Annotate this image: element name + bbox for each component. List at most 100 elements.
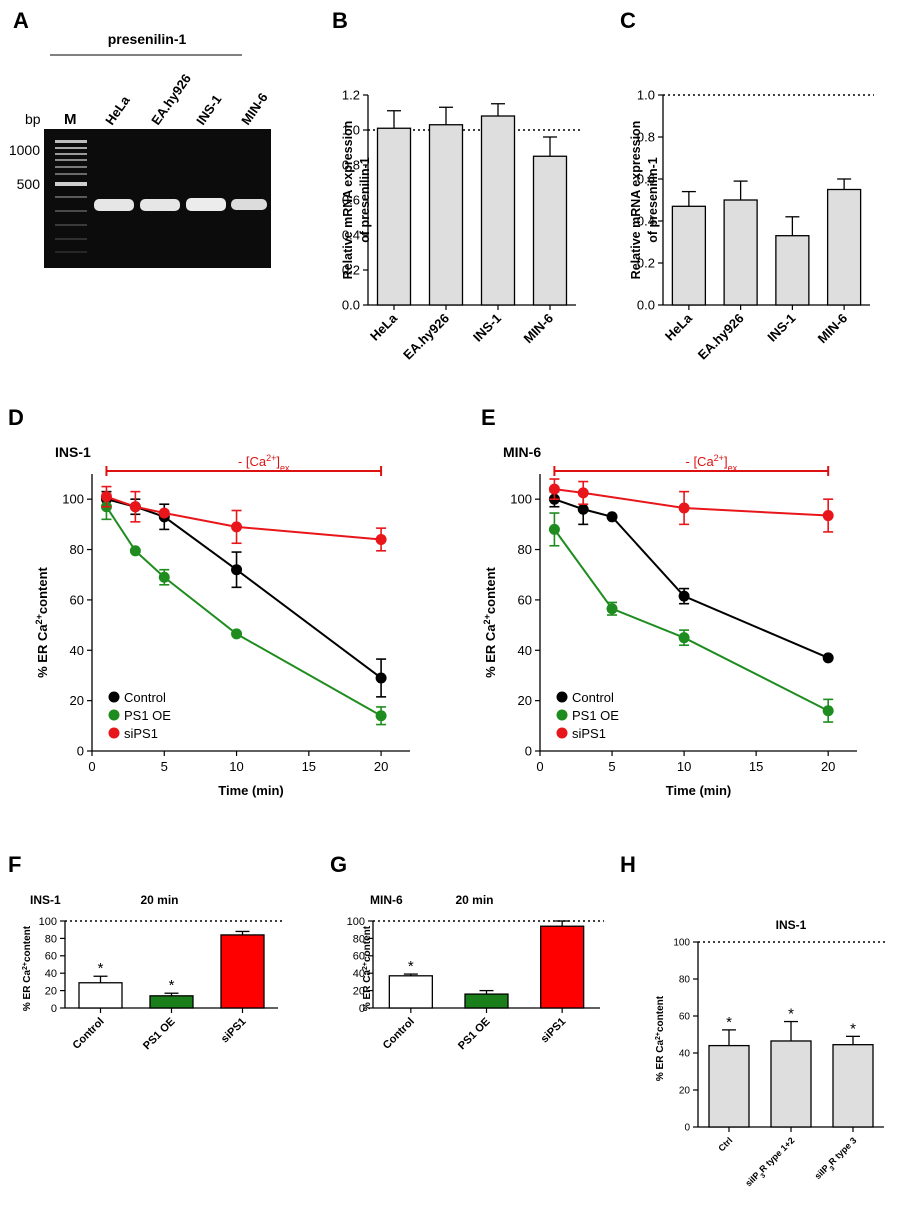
- y-tick-label: 0.6: [342, 193, 360, 208]
- y-tick-label: 100: [510, 492, 532, 507]
- series-line: [554, 488, 829, 517]
- y-axis-label: % ER Ca2+content: [362, 925, 374, 1011]
- legend-label: PS1 OE: [124, 708, 171, 723]
- panel-label-c: C: [620, 8, 636, 33]
- y-tick-label: 0: [684, 1123, 690, 1134]
- chart-title: MIN-6: [370, 893, 403, 907]
- bar: [832, 1044, 874, 1128]
- y-tick-label: 100: [673, 938, 690, 949]
- gel-lane-label: HeLa: [102, 92, 133, 127]
- x-tick-label: 15: [302, 759, 316, 774]
- x-tick-label: 5: [608, 759, 615, 774]
- data-point: [548, 483, 560, 495]
- data-point: [822, 652, 834, 664]
- bar: [464, 993, 509, 1009]
- y-tick-label: 0: [525, 744, 532, 759]
- data-point: [231, 564, 243, 576]
- bar: [540, 925, 585, 1009]
- gel-ladder: [55, 140, 87, 253]
- y-axis-label: % ER Ca2+content: [482, 566, 498, 677]
- y-tick-label: 80: [679, 975, 691, 986]
- y-tick-label: 100: [39, 916, 57, 928]
- bar: [775, 235, 810, 306]
- data-point: [548, 523, 560, 535]
- category-label: EA.hy926: [400, 311, 452, 363]
- chart-h: 0 20 40 60 80 100 * Ctrl * siIP3R type 1+2 * siIP3R…: [655, 918, 888, 1188]
- data-point: [375, 672, 387, 684]
- chart-d: 0 20 40 60 80 100 0 5 10 15 20 Time (min) % ER Ca2+c…: [34, 444, 410, 798]
- y-tick-label: 60: [679, 1012, 691, 1023]
- data-point: [678, 590, 690, 602]
- category-label: Control: [70, 1016, 106, 1052]
- gel-bp-label: bp: [25, 111, 41, 127]
- y-tick-label: 40: [518, 643, 532, 658]
- y-tick-label: 40: [45, 968, 57, 980]
- y-tick-label: 0.2: [342, 263, 360, 278]
- data-point: [231, 628, 243, 640]
- category-label: siPS1: [219, 1016, 249, 1046]
- panel-label-f: F: [8, 852, 21, 877]
- bar: [428, 124, 464, 306]
- bar: [149, 995, 194, 1009]
- annotation-label: - [Ca2+]ex: [686, 453, 738, 473]
- gel-lane-label: MIN-6: [238, 90, 271, 128]
- x-tick-label: 10: [229, 759, 243, 774]
- x-axis-label: Time (min): [218, 783, 284, 798]
- chart-b: 0.0 0.2 0.4 0.6 0.8 1.0 1.2 HeLa EA.hy926 INS-1 MI…: [341, 88, 580, 363]
- data-point: [129, 501, 141, 513]
- x-tick-label: 20: [821, 759, 835, 774]
- y-tick-label: 20: [45, 985, 57, 997]
- data-point: [129, 545, 141, 557]
- category-label: INS-1: [470, 311, 504, 345]
- gel-lane-label: INS-1: [193, 92, 224, 128]
- panel-label-b: B: [332, 8, 348, 33]
- bar: [388, 975, 433, 1009]
- series-line: [553, 528, 829, 712]
- legend-marker: [556, 691, 568, 703]
- category-label: MIN-6: [815, 311, 851, 347]
- y-tick-label: 1.2: [342, 88, 360, 103]
- bar: [671, 205, 707, 306]
- x-tick-label: 0: [536, 759, 543, 774]
- y-tick-label: 0: [77, 744, 84, 759]
- chart-g: 0 20 40 60 80 100 * Control PS1 OE siPS1 % ER Ca2+…: [347, 893, 604, 1052]
- y-tick-label: 80: [353, 933, 365, 945]
- data-point: [577, 487, 589, 499]
- y-axis-label: Relative mRNA expression: [629, 121, 643, 280]
- category-label: MIN-6: [520, 311, 556, 347]
- y-tick-label: 0.0: [342, 298, 360, 313]
- chart-title: MIN-6: [503, 444, 541, 460]
- bar: [770, 1040, 812, 1128]
- y-tick-label: 0.6: [637, 172, 655, 187]
- bar: [220, 934, 265, 1009]
- y-tick-label: 0.4: [342, 228, 360, 243]
- x-tick-label: 20: [374, 759, 388, 774]
- bar: [480, 115, 516, 306]
- category-label: HeLa: [367, 310, 401, 344]
- series-line: [105, 506, 382, 717]
- y-tick-label: 80: [70, 542, 84, 557]
- legend-marker: [108, 691, 120, 703]
- chart-e: 0 20 40 60 80 100 0 5 10 15 20 Time (min) % ER Ca2+c…: [482, 444, 857, 798]
- category-label: INS-1: [764, 311, 798, 345]
- y-axis-label: % ER Ca2+content: [655, 995, 667, 1081]
- bar: [826, 188, 862, 306]
- gel-marker-label: M: [64, 111, 77, 128]
- legend-marker: [556, 727, 568, 739]
- y-axis-label: of presenilin-1: [358, 157, 372, 242]
- y-tick-label: 40: [679, 1049, 691, 1060]
- x-tick-label: 15: [749, 759, 763, 774]
- data-point: [678, 632, 690, 644]
- significance-marker: *: [169, 977, 175, 994]
- category-label: Control: [381, 1016, 417, 1052]
- data-point: [577, 503, 589, 515]
- y-tick-label: 100: [62, 492, 84, 507]
- gel-band: [231, 199, 267, 210]
- bar: [376, 127, 412, 306]
- gel-marker-size: 1000: [9, 142, 40, 158]
- data-point: [375, 533, 387, 545]
- panel-label-e: E: [481, 405, 496, 430]
- bar: [723, 199, 758, 306]
- x-tick-label: 0: [88, 759, 95, 774]
